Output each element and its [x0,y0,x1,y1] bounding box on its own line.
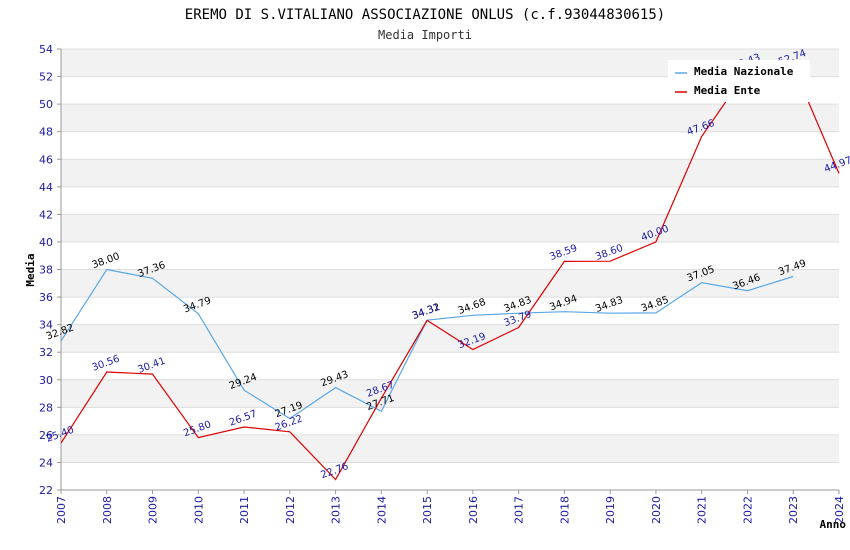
y-tick-label: 26 [39,429,53,442]
grid-band [61,269,839,298]
legend-label-nazionale: Media Nazionale [694,65,794,78]
x-tick-label: 2016 [467,496,480,524]
y-tick-label: 46 [39,153,53,166]
y-tick-label: 22 [39,484,53,497]
x-tick-label: 2012 [284,496,297,524]
x-tick-label: 2009 [147,496,160,524]
x-tick-label: 2011 [238,496,251,524]
y-tick-label: 38 [39,264,53,277]
x-tick-label: 2017 [513,496,526,524]
x-tick-label: 2018 [558,496,571,524]
legend-label-ente: Media Ente [694,84,761,97]
grid-band [61,324,839,353]
y-tick-label: 34 [39,319,53,332]
series-lines [60,65,840,481]
chart-subtitle: Media Importi [378,28,472,42]
y-axis-label: Media [24,253,37,286]
y-tick-label: 42 [39,208,53,221]
x-tick-label: 2024 [833,496,846,524]
series-line-ente [60,65,840,481]
x-tick-label: 2008 [101,496,114,524]
x-tick-label: 2021 [696,496,709,524]
y-tick-label: 52 [39,71,53,84]
x-tick-label: 2023 [787,496,800,524]
x-axis-ticks: 2007 2008 2009 2010 2011 2012 2013 2014 2015 2016… [55,490,846,524]
x-tick-label: 2020 [650,496,663,524]
y-tick-label: 40 [39,236,53,249]
gridlines [61,48,839,491]
y-tick-label: 44 [39,181,53,194]
grid-band [61,379,839,408]
x-tick-label: 2022 [741,496,754,524]
x-tick-label: 2014 [375,496,388,524]
y-tick-label: 54 [39,43,53,56]
x-tick-label: 2019 [604,496,617,524]
y-tick-label: 36 [39,291,53,304]
legend: Media Nazionale Media Ente [668,60,810,102]
grid-band [61,214,839,242]
y-tick-label: 30 [39,374,53,387]
x-tick-label: 2015 [421,496,434,524]
x-tick-label: 2007 [55,496,68,524]
y-tick-label: 48 [39,126,53,139]
x-tick-label: 2010 [192,496,205,524]
grid-band [61,159,839,187]
y-tick-label: 32 [39,346,53,359]
grid-band [61,434,839,463]
chart-title: EREMO DI S.VITALIANO ASSOCIAZIONE ONLUS … [185,7,665,23]
x-tick-label: 2013 [330,496,343,524]
y-tick-label: 24 [39,456,53,469]
y-tick-label: 50 [39,98,53,111]
legend-box [668,60,810,102]
grid-band [61,104,839,132]
y-tick-label: 28 [39,401,53,414]
x-axis-label: Anno [820,518,847,531]
y-axis-ticks: 22 24 26 28 30 32 34 36 38 40 42 44 46 48 50 52 54 [39,43,61,497]
